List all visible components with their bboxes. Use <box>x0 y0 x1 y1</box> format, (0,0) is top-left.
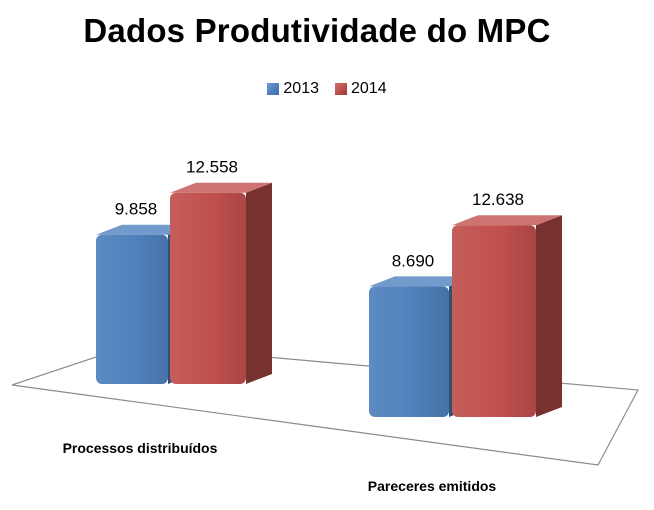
bar-2013-0 <box>96 234 168 384</box>
category-label-0: Processos distribuídos <box>63 440 218 456</box>
data-label-2014-1: 12.638 <box>472 190 524 209</box>
bar-top-2013-1 <box>369 276 475 287</box>
data-label-2013-0: 9.858 <box>115 200 158 219</box>
bar-top-2014-0 <box>170 182 272 193</box>
legend-item-2014: 2014 <box>335 80 387 98</box>
bar-2013-1 <box>369 286 449 417</box>
legend-item-2013: 2013 <box>267 80 319 98</box>
chart-title: Dados Produtividade do MPC <box>83 12 551 49</box>
bar-2014-1 <box>452 225 536 417</box>
legend-swatch-2013 <box>267 83 280 95</box>
bar-top-2013-0 <box>96 224 194 235</box>
bar-side-2014-0 <box>246 182 272 384</box>
legend-swatch-2014 <box>335 83 347 95</box>
legend-label-2013: 2013 <box>283 80 319 97</box>
legend: 2013 2014 <box>0 80 654 98</box>
data-label-2014-0: 12.558 <box>186 158 238 177</box>
category-label-1: Pareceres emitidos <box>368 478 497 494</box>
legend-label-2014: 2014 <box>351 80 387 97</box>
data-label-2013-1: 8.690 <box>392 251 435 270</box>
bar-top-2014-1 <box>452 215 562 226</box>
bar-side-2014-1 <box>536 215 562 417</box>
bar-2014-0 <box>170 192 246 384</box>
